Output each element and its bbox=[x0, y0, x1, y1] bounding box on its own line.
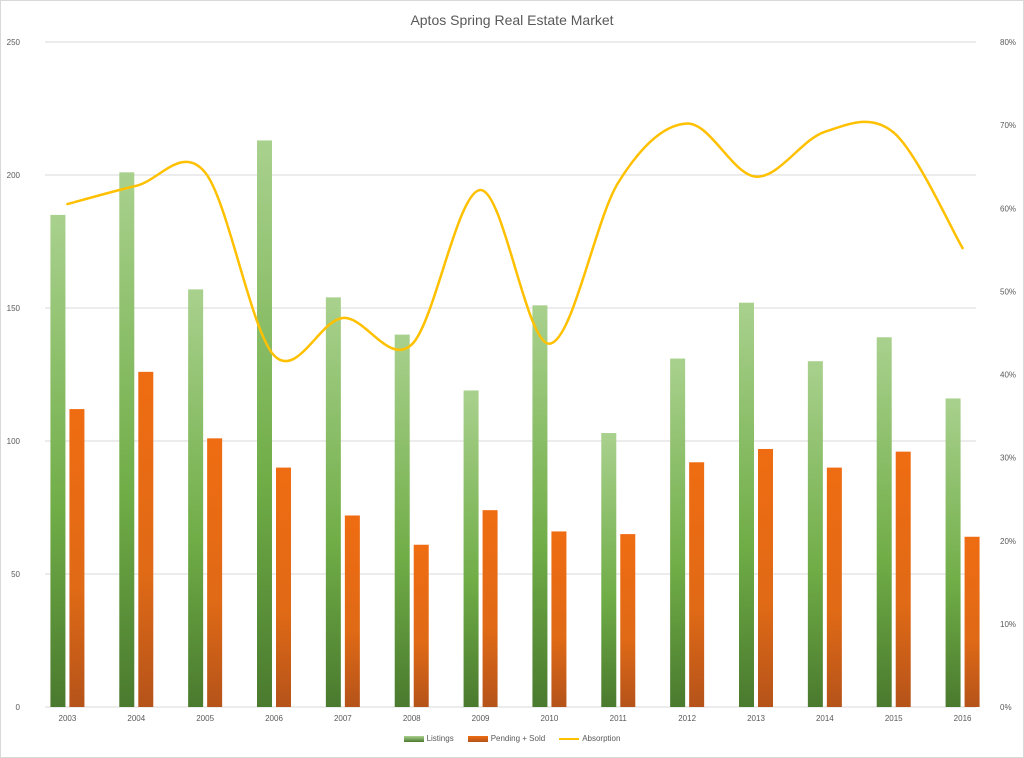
bar-pending-sold[interactable] bbox=[964, 536, 980, 707]
bar-listings[interactable] bbox=[807, 361, 823, 707]
absorption-line bbox=[66, 120, 964, 363]
bar-listings[interactable] bbox=[119, 172, 135, 708]
bar-pending-sold[interactable] bbox=[69, 409, 85, 707]
bar-pending-sold[interactable] bbox=[758, 448, 773, 707]
x-tick-label: 2005 bbox=[196, 714, 214, 723]
x-tick-label: 2006 bbox=[265, 714, 283, 723]
bar-pending-sold[interactable] bbox=[344, 515, 360, 707]
left-axis-labels: 0 50 100 150 200 250 bbox=[7, 38, 21, 712]
absorption-line-path[interactable] bbox=[66, 120, 964, 363]
legend-label: Absorption bbox=[582, 734, 621, 743]
bar-pending-sold[interactable] bbox=[895, 451, 911, 707]
legend-swatch-pending-sold bbox=[467, 735, 488, 742]
x-tick-label: 2016 bbox=[954, 714, 972, 723]
legend-swatch-listings bbox=[403, 735, 424, 742]
legend-item-absorption[interactable]: Absorption bbox=[559, 734, 620, 743]
bar-pending-sold[interactable] bbox=[620, 534, 636, 707]
y-tick-label: 50 bbox=[11, 570, 20, 579]
x-tick-label: 2004 bbox=[127, 714, 145, 723]
y-tick-label: 100 bbox=[7, 437, 21, 446]
bar-listings[interactable] bbox=[739, 302, 754, 707]
x-tick-label: 2012 bbox=[678, 714, 696, 723]
y2-tick-label: 20% bbox=[1000, 537, 1016, 546]
y2-tick-label: 60% bbox=[1000, 204, 1016, 213]
y-tick-label: 0 bbox=[16, 703, 21, 712]
bar-pending-sold[interactable] bbox=[551, 531, 567, 707]
bar-listings[interactable] bbox=[188, 289, 204, 707]
bar-listings[interactable] bbox=[601, 433, 617, 707]
x-tick-label: 2008 bbox=[403, 714, 421, 723]
x-tick-label: 2010 bbox=[541, 714, 559, 723]
x-tick-label: 2015 bbox=[885, 714, 903, 723]
x-tick-label: 2009 bbox=[472, 714, 490, 723]
bar-listings[interactable] bbox=[394, 334, 410, 707]
y2-tick-label: 10% bbox=[1000, 620, 1016, 629]
bar-listings[interactable] bbox=[257, 140, 272, 708]
bar-listings[interactable] bbox=[463, 390, 479, 707]
legend: Listings Pending + Sold Absorption bbox=[0, 734, 1024, 743]
bar-listings[interactable] bbox=[876, 337, 892, 707]
chart-title: Aptos Spring Real Estate Market bbox=[410, 12, 614, 28]
bar-pending-sold[interactable] bbox=[138, 371, 154, 707]
y2-tick-label: 70% bbox=[1000, 121, 1016, 130]
x-tick-label: 2003 bbox=[59, 714, 77, 723]
bar-listings[interactable] bbox=[325, 297, 341, 707]
bar-listings[interactable] bbox=[670, 358, 686, 707]
x-tick-label: 2013 bbox=[747, 714, 765, 723]
legend-label: Pending + Sold bbox=[490, 734, 546, 743]
y2-tick-label: 30% bbox=[1000, 454, 1016, 463]
x-tick-label: 2014 bbox=[816, 714, 834, 723]
y-tick-label: 200 bbox=[7, 171, 21, 180]
bar-pending-sold[interactable] bbox=[689, 462, 705, 707]
bar-pending-sold[interactable] bbox=[413, 544, 429, 707]
bar-series bbox=[50, 140, 980, 708]
legend-item-pending-sold[interactable]: Pending + Sold bbox=[467, 734, 546, 743]
bar-listings[interactable] bbox=[50, 214, 66, 707]
y-tick-label: 250 bbox=[7, 38, 21, 47]
x-tick-label: 2007 bbox=[334, 714, 352, 723]
legend-item-listings[interactable]: Listings bbox=[403, 734, 454, 743]
y2-tick-label: 0% bbox=[1000, 703, 1012, 712]
y2-tick-label: 80% bbox=[1000, 38, 1016, 47]
bar-listings[interactable] bbox=[945, 398, 961, 707]
bar-pending-sold[interactable] bbox=[276, 467, 291, 707]
legend-swatch-absorption bbox=[559, 737, 580, 740]
bar-listings[interactable] bbox=[532, 305, 548, 707]
y-tick-label: 150 bbox=[7, 304, 21, 313]
y2-tick-label: 50% bbox=[1000, 287, 1016, 296]
bar-pending-sold[interactable] bbox=[207, 438, 223, 707]
legend-label: Listings bbox=[426, 734, 454, 743]
x-tick-label: 2011 bbox=[610, 714, 628, 723]
y2-tick-label: 40% bbox=[1000, 371, 1016, 380]
bar-pending-sold[interactable] bbox=[482, 510, 498, 707]
x-axis-labels: 2003 2004 2005 2006 2007 2008 2009 2010 2011 2012… bbox=[59, 714, 972, 723]
bar-pending-sold[interactable] bbox=[826, 467, 842, 707]
right-axis-labels: 0% 10% 20% 30% 40% 50% 60% 70% 80% bbox=[1000, 38, 1016, 712]
